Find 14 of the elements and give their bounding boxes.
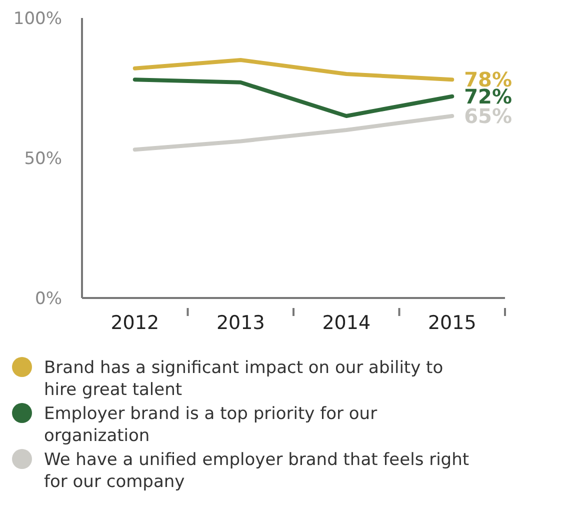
legend-label: Employer brand is a top priority for our organization (44, 404, 378, 446)
y-tick-label: 100% (13, 9, 62, 29)
line-series (132, 78, 454, 118)
x-tick-label: 2015 (428, 312, 476, 334)
x-tick-label: 2012 (110, 312, 160, 334)
data-label: 65% (464, 104, 512, 128)
line-series (132, 58, 454, 82)
y-tick-label: 0% (35, 289, 62, 309)
x-tick-label: 2013 (216, 312, 265, 334)
legend-label: We have a unified employer brand that feels right for our company (44, 450, 470, 492)
x-tick-label: 2014 (322, 312, 371, 334)
y-tick-label: 50% (24, 149, 62, 169)
legend-label: Brand has a significant impact on our ability to hire great talent (44, 358, 444, 400)
line-series (132, 114, 454, 152)
